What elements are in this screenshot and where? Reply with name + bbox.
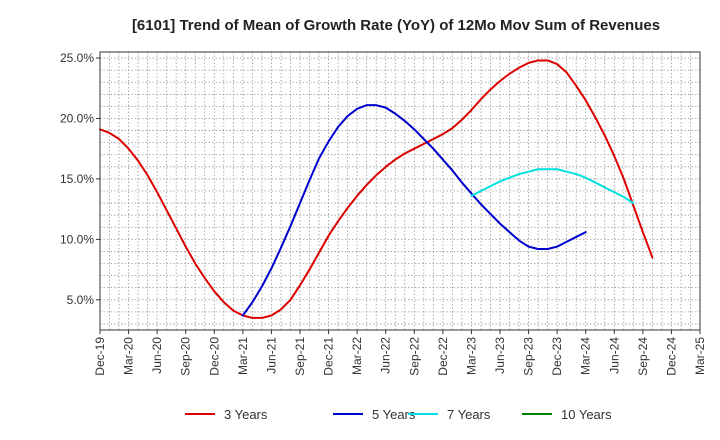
legend-label-10-years: 10 Years <box>561 407 612 422</box>
x-tick-label: Mar-25 <box>693 337 707 375</box>
legend-label-3-years: 3 Years <box>224 407 268 422</box>
y-axis-ticks: 5.0% 10.0% 15.0% 20.0% 25.0% <box>60 51 100 307</box>
x-tick-label: Mar-21 <box>236 337 250 375</box>
y-tick-label: 5.0% <box>67 293 95 307</box>
plot-border <box>99 51 701 331</box>
y-tick-label: 15.0% <box>60 172 94 186</box>
x-axis-ticks: Dec-19 Mar-20 Jun-20 Sep-20 Dec-20 Mar-21 Jun-… <box>93 330 707 376</box>
y-tick-label: 25.0% <box>60 51 94 65</box>
x-tick-label: Mar-23 <box>464 337 478 375</box>
x-tick-label: Mar-24 <box>579 337 593 375</box>
x-tick-label: Dec-21 <box>322 337 336 376</box>
x-tick-label: Sep-23 <box>522 337 536 376</box>
series-line-3-years <box>99 59 654 319</box>
x-tick-label: Dec-22 <box>436 337 450 376</box>
x-tick-label: Jun-24 <box>607 337 621 374</box>
plot-background <box>100 52 700 330</box>
grid-layer <box>100 52 700 330</box>
x-tick-label: Jun-23 <box>493 337 507 374</box>
x-tick-label: Dec-23 <box>550 337 564 376</box>
series-layer <box>99 59 654 319</box>
chart-title: [6101] Trend of Mean of Growth Rate (YoY… <box>132 17 660 34</box>
x-tick-label: Jun-21 <box>264 337 278 374</box>
legend-label-7-years: 7 Years <box>447 407 491 422</box>
x-tick-label: Sep-20 <box>179 337 193 376</box>
y-tick-label: 10.0% <box>60 232 94 246</box>
x-tick-label: Mar-20 <box>122 337 136 375</box>
series-line-7-years <box>470 168 635 205</box>
x-tick-label: Sep-24 <box>636 337 650 376</box>
x-tick-label: Dec-24 <box>664 337 678 376</box>
x-tick-label: Jun-20 <box>150 337 164 374</box>
y-tick-label: 20.0% <box>60 111 94 125</box>
x-tick-label: Sep-21 <box>293 337 307 376</box>
x-tick-label: Mar-22 <box>350 337 364 375</box>
x-tick-label: Dec-19 <box>93 337 107 376</box>
series-line-5-years <box>241 104 587 317</box>
x-tick-label: Jun-22 <box>379 337 393 374</box>
x-tick-label: Sep-22 <box>407 337 421 376</box>
legend-label-5-years: 5 Years <box>372 407 416 422</box>
legend: 3 Years 5 Years 7 Years 10 Years <box>185 407 612 422</box>
x-tick-label: Dec-20 <box>207 337 221 376</box>
